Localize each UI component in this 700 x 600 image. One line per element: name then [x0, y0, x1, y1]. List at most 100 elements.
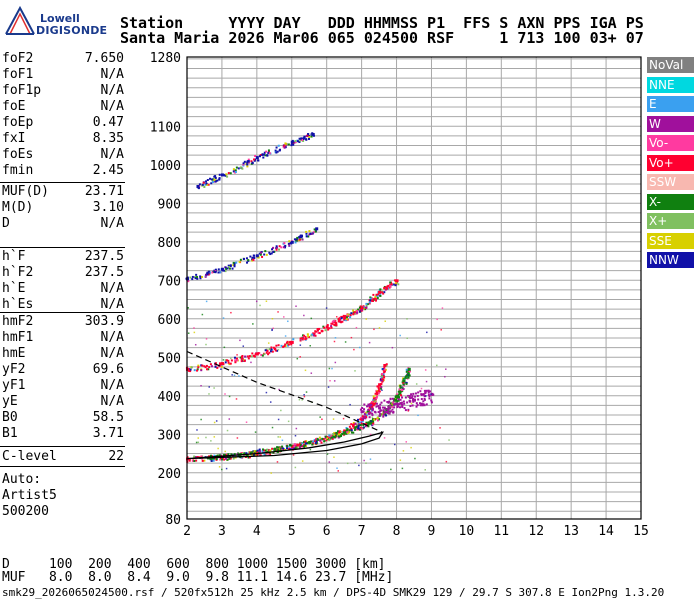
- data-point: [227, 172, 230, 175]
- data-point: [253, 354, 256, 357]
- data-point: [239, 258, 242, 261]
- data-point: [220, 368, 222, 370]
- data-point: [370, 402, 373, 405]
- data-point: [275, 344, 278, 347]
- data-point: [407, 367, 411, 371]
- data-point: [302, 445, 305, 448]
- data-point: [348, 313, 351, 316]
- param-value: N/A: [100, 216, 124, 231]
- data-point: [305, 391, 308, 393]
- data-point: [407, 372, 410, 375]
- data-point: [309, 448, 312, 451]
- data-point: [406, 374, 409, 377]
- data-point: [200, 369, 203, 372]
- data-point: [318, 332, 321, 335]
- data-point: [365, 304, 368, 307]
- data-point: [364, 417, 367, 420]
- data-point: [386, 287, 389, 290]
- data-point: [307, 137, 310, 140]
- data-point: [224, 270, 227, 273]
- data-point: [235, 398, 238, 400]
- data-point: [365, 425, 368, 428]
- param-fof2: foF2 7.650: [2, 51, 124, 67]
- data-point: [345, 426, 348, 429]
- data-point: [248, 456, 251, 459]
- data-point: [319, 416, 321, 418]
- data-point: [402, 400, 405, 403]
- data-point: [189, 370, 192, 373]
- data-point: [300, 238, 303, 241]
- data-point: [277, 344, 280, 347]
- data-point: [230, 359, 233, 362]
- data-point: [393, 406, 396, 409]
- data-point: [346, 431, 349, 434]
- data-point: [324, 435, 327, 438]
- data-point: [430, 392, 434, 396]
- data-point: [390, 283, 393, 286]
- data-point: [394, 284, 397, 287]
- data-point: [201, 459, 204, 462]
- data-point: [426, 331, 428, 334]
- data-point: [419, 404, 422, 407]
- param-fxi: fxI 8.35: [2, 131, 124, 147]
- data-point: [218, 466, 221, 468]
- data-point: [312, 334, 315, 337]
- data-point: [298, 235, 301, 238]
- data-point: [251, 256, 254, 259]
- data-point: [371, 402, 375, 406]
- data-point: [303, 314, 305, 317]
- param-yf2: yF2 69.6: [2, 362, 124, 378]
- data-point: [445, 368, 447, 370]
- data-point: [245, 454, 248, 457]
- data-point: [365, 462, 367, 464]
- data-point: [310, 232, 313, 235]
- data-point: [216, 454, 219, 457]
- data-point: [246, 163, 249, 166]
- param-clevel: C-level 22: [2, 449, 124, 465]
- data-point: [393, 398, 396, 401]
- data-point: [325, 325, 329, 329]
- data-point: [382, 372, 385, 375]
- data-point: [374, 295, 377, 298]
- data-point: [299, 337, 302, 340]
- data-point: [315, 330, 318, 333]
- data-point: [195, 459, 198, 462]
- data-point: [210, 459, 213, 462]
- data-point: [381, 389, 383, 391]
- data-point: [243, 360, 246, 363]
- data-point: [420, 387, 423, 390]
- data-point: [378, 327, 381, 329]
- data-point: [315, 227, 319, 231]
- data-point: [294, 434, 297, 437]
- data-point: [189, 276, 192, 279]
- data-point: [197, 364, 200, 367]
- data-point: [201, 455, 203, 457]
- data-point: [420, 402, 423, 405]
- data-point: [271, 328, 273, 331]
- data-point: [407, 396, 409, 398]
- data-point: [224, 174, 227, 177]
- data-point: [359, 418, 362, 421]
- data-point: [197, 441, 200, 444]
- data-point: [214, 365, 217, 368]
- data-point: [369, 299, 372, 302]
- data-point: [279, 436, 281, 438]
- data-point: [242, 162, 245, 165]
- data-point: [363, 403, 366, 406]
- data-point: [237, 452, 240, 455]
- param-label: C-level: [2, 449, 57, 464]
- data-point: [271, 317, 274, 320]
- data-point: [295, 427, 298, 430]
- y-tick-label: 400: [158, 390, 181, 405]
- data-point: [187, 332, 190, 334]
- data-point: [353, 423, 356, 426]
- data-point: [394, 400, 397, 403]
- data-point: [201, 275, 204, 278]
- data-point: [430, 399, 433, 402]
- data-point: [191, 278, 194, 281]
- data-point: [444, 375, 446, 378]
- data-point: [249, 255, 252, 258]
- data-point: [302, 443, 305, 446]
- data-point: [284, 343, 287, 346]
- data-point: [308, 230, 311, 233]
